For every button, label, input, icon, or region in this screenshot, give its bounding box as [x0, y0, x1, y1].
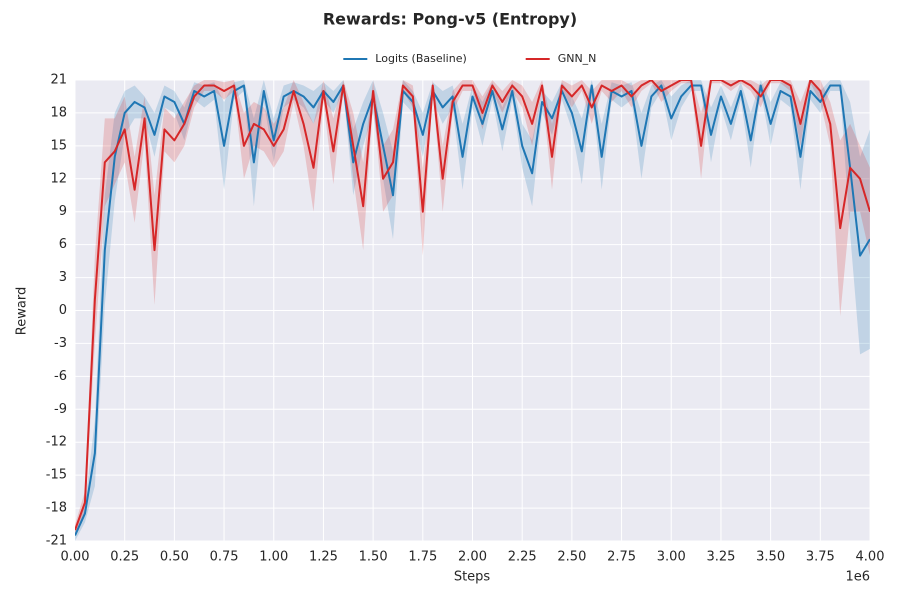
y-tick-label: -18 [46, 501, 67, 516]
x-tick-label: 1.50 [359, 550, 388, 565]
x-tick-label: 0.25 [110, 550, 139, 565]
x-tick-label: 1.00 [259, 550, 288, 565]
x-tick-label: 0.50 [160, 550, 189, 565]
y-tick-label: 15 [50, 138, 67, 153]
y-tick-label: -6 [54, 369, 67, 384]
x-tick-label: 4.00 [856, 550, 885, 565]
x-tick-label: 0.00 [61, 550, 90, 565]
error-band [75, 80, 870, 541]
x-tick-label: 3.00 [657, 550, 686, 565]
y-tick-label: 18 [50, 105, 67, 120]
x-tick-label: 3.75 [806, 550, 835, 565]
x-axis-label: Steps [454, 570, 491, 585]
y-tick-label: 9 [59, 204, 67, 219]
x-tick-label: 3.25 [706, 550, 735, 565]
chart-title: Rewards: Pong-v5 (Entropy) [323, 10, 577, 29]
x-tick-label: 0.75 [210, 550, 239, 565]
y-tick-label: -3 [54, 336, 67, 351]
x-tick-label: 1.25 [309, 550, 338, 565]
y-tick-label: -15 [46, 468, 67, 483]
legend-label: GNN_N [558, 52, 597, 65]
y-axis-label: Reward [15, 287, 30, 335]
x-offset-label: 1e6 [845, 570, 870, 585]
x-tick-label: 3.50 [756, 550, 785, 565]
y-tick-label: -9 [54, 402, 67, 417]
series-line [75, 84, 870, 536]
y-tick-label: -21 [46, 534, 67, 549]
legend-label: Logits (Baseline) [375, 52, 466, 65]
y-tick-label: 21 [50, 73, 67, 88]
plot-area [75, 80, 870, 541]
x-tick-label: 2.50 [557, 550, 586, 565]
y-tick-label: -12 [46, 435, 67, 450]
x-tick-label: 2.00 [458, 550, 487, 565]
y-tick-label: 6 [59, 237, 67, 252]
series-line [75, 80, 870, 531]
x-tick-label: 1.75 [408, 550, 437, 565]
y-tick-label: 12 [50, 171, 67, 186]
y-tick-label: 0 [59, 303, 67, 318]
y-tick-label: 3 [59, 270, 67, 285]
x-tick-label: 2.75 [607, 550, 636, 565]
x-tick-label: 2.25 [508, 550, 537, 565]
